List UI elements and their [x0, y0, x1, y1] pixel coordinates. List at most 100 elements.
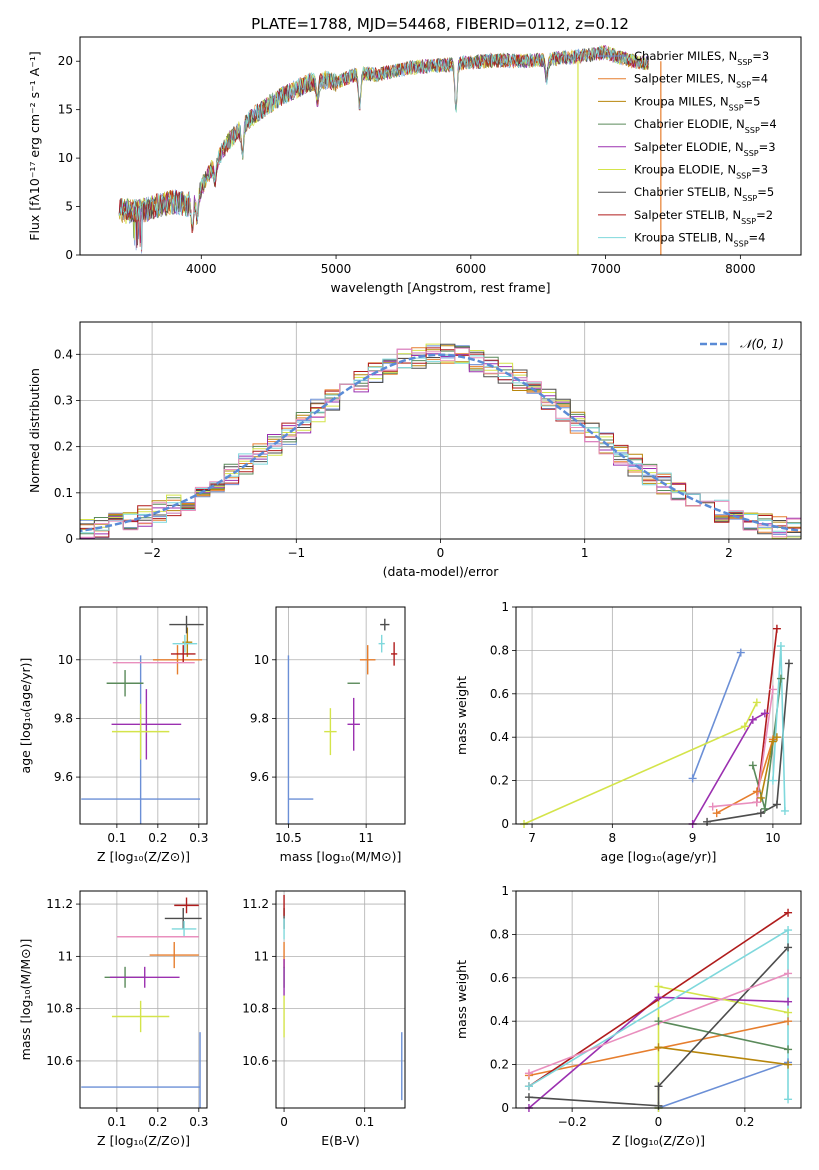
- legend-label: Salpeter STELIB, NSSP=2: [634, 208, 773, 226]
- y-tick-label: 0.2: [490, 774, 509, 788]
- x-tick-label: 11: [359, 831, 374, 845]
- y-tick-label: 0.1: [54, 486, 73, 500]
- y-tick-label: 11.2: [242, 897, 269, 911]
- y-tick-label: 10: [58, 653, 73, 667]
- residuals-panel: −2 −1 0 1 2 0 0.1 0.2 0.3 0.4 (data-model)/error No…: [27, 321, 802, 579]
- y-tick-label: 9.6: [54, 770, 73, 784]
- axes-frame: [275, 890, 406, 1109]
- x-tick-label: 0.1: [107, 1115, 126, 1129]
- weight-marker: [768, 776, 777, 785]
- weight-marker: [708, 802, 717, 811]
- y-tick-label: 9.6: [250, 770, 269, 784]
- weight-marker: [784, 908, 793, 917]
- legend-label: 𝒩(0, 1): [740, 337, 784, 351]
- weight-marker: [752, 698, 761, 707]
- axes-frame: [79, 890, 208, 1109]
- legend-label: Kroupa MILES, NSSP=5: [634, 94, 760, 112]
- x-tick-label: 0.2: [735, 1115, 754, 1129]
- x-tick-label: −0.2: [558, 1115, 587, 1129]
- x-axis-label: Z [log₁₀(Z/Z⊙)]: [97, 849, 190, 864]
- y-tick-label: 10.6: [242, 1054, 269, 1068]
- x-axis-label: Z [log₁₀(Z/Z⊙)]: [97, 1133, 190, 1148]
- y-axis-label: age [log₁₀(age/yr)]: [18, 658, 33, 774]
- y-tick-label: 0.2: [54, 440, 73, 454]
- axes-frame: [79, 321, 802, 540]
- y-tick-label: 10: [58, 151, 73, 165]
- x-tick-label: −1: [287, 546, 305, 560]
- plot-area: [81, 615, 204, 824]
- weight-marker: [784, 943, 793, 952]
- weight-line: [657, 985, 789, 1108]
- y-tick-label: 15: [58, 103, 73, 117]
- histogram-step: [80, 347, 801, 539]
- x-tick-label: 10.5: [275, 831, 302, 845]
- axes-frame: [515, 606, 802, 825]
- y-tick-label: 0.8: [490, 643, 509, 657]
- weight-marker: [776, 674, 785, 683]
- weight-marker: [740, 722, 749, 731]
- x-tick-label: 0: [437, 546, 445, 560]
- y-tick-label: 10.8: [242, 1002, 269, 1016]
- legend-label: Salpeter MILES, NSSP=4: [634, 72, 768, 90]
- plot-area: [81, 897, 202, 1108]
- y-tick-label: 0.4: [490, 730, 509, 744]
- x-axis-label: E(B-V): [321, 1133, 360, 1148]
- weight-marker: [780, 806, 789, 815]
- y-tick-label: 0.4: [490, 1014, 509, 1028]
- weight-marker: [654, 1082, 663, 1091]
- x-tick-label: 6000: [456, 262, 487, 276]
- weight-vs-z-panel: −0.2 0 0.2 0 0.2 0.4 0.6 0.8 1 Z [log₁₀(Z/Z⊙)] mas…: [454, 884, 802, 1148]
- spectrum-line: [118, 45, 649, 252]
- axes-frame: [79, 36, 802, 256]
- weight-line: [658, 1046, 789, 1066]
- x-tick-label: 2: [725, 546, 733, 560]
- weight-line: [712, 689, 774, 808]
- x-tick-label: 0.3: [189, 831, 208, 845]
- weight-marker: [768, 737, 777, 746]
- y-tick-label: 9.8: [54, 711, 73, 725]
- age-vs-mass-panel: 10.5 11 9.6 9.8 10 mass [log₁₀(M/M⊙)]: [250, 606, 406, 864]
- weight-marker: [748, 761, 757, 770]
- x-axis-label: age [log₁₀(age/yr)]: [601, 849, 717, 864]
- legend-label: Kroupa ELODIE, NSSP=3: [634, 163, 768, 181]
- weight-marker: [760, 709, 769, 718]
- weight-marker: [756, 793, 765, 802]
- mass-vs-ebv-panel: 0 0.1 10.6 10.8 11 11.2 E(B-V): [242, 890, 406, 1148]
- x-tick-label: 5000: [321, 262, 352, 276]
- weight-marker: [703, 817, 712, 826]
- weight-marker: [784, 1017, 793, 1026]
- y-tick-label: 0: [501, 817, 509, 831]
- weight-marker: [752, 798, 761, 807]
- y-axis-label: Normed distribution: [27, 368, 42, 493]
- x-tick-label: 7: [528, 831, 536, 845]
- weight-marker: [784, 1095, 793, 1104]
- legend-label: Salpeter ELODIE, NSSP=3: [634, 140, 776, 158]
- weight-marker: [752, 787, 761, 796]
- weight-marker: [784, 659, 793, 668]
- gaussian-curve: [80, 353, 801, 533]
- x-tick-label: 9: [689, 831, 697, 845]
- legend-label: Chabrier MILES, NSSP=3: [634, 49, 769, 67]
- axes-frame: [515, 890, 802, 1109]
- legend-label: Kroupa STELIB, NSSP=4: [634, 231, 765, 249]
- weight-marker: [524, 1069, 533, 1078]
- weight-marker: [654, 982, 663, 991]
- weight-marker: [736, 648, 745, 657]
- weight-marker: [772, 733, 781, 742]
- weight-marker: [654, 1017, 663, 1026]
- weight-marker: [654, 1043, 663, 1052]
- x-tick-label: 0: [280, 1115, 288, 1129]
- weight-marker: [688, 774, 697, 783]
- x-axis-label: Z [log₁₀(Z/Z⊙)]: [612, 1133, 705, 1148]
- x-axis-label: (data-model)/error: [383, 564, 500, 579]
- x-tick-label: 0.1: [107, 831, 126, 845]
- x-tick-label: 0.3: [189, 1115, 208, 1129]
- y-tick-label: 1: [501, 884, 509, 898]
- x-tick-label: 0.2: [148, 1115, 167, 1129]
- weight-marker: [524, 1093, 533, 1102]
- weight-marker: [784, 997, 793, 1006]
- y-tick-label: 0.6: [490, 971, 509, 985]
- figure-title: PLATE=1788, MJD=54468, FIBERID=0112, z=0…: [251, 15, 629, 33]
- weight-marker: [756, 809, 765, 818]
